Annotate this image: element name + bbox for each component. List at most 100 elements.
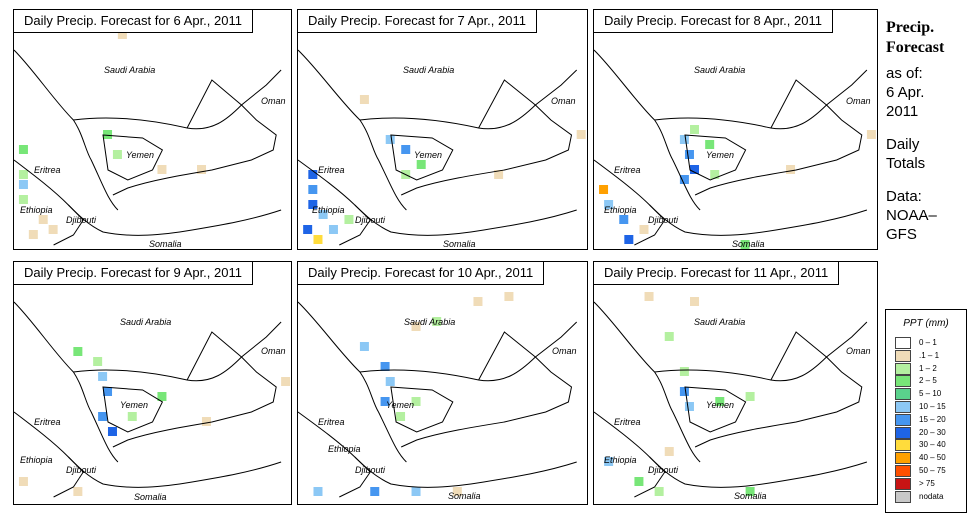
boundary-line <box>684 386 747 433</box>
precip-cell <box>385 135 395 144</box>
precip-cell <box>690 125 700 134</box>
label-saudi-arabia: Saudi Arabia <box>120 317 172 327</box>
precip-cell <box>308 200 318 209</box>
boundary-line <box>359 321 578 382</box>
map-graphic <box>14 30 282 246</box>
legend-swatch <box>895 426 911 439</box>
legend-swatch <box>895 337 911 349</box>
legend-item: > 75 <box>895 477 935 490</box>
map-graphic <box>594 49 876 249</box>
legend-label: 20 – 30 <box>919 427 946 437</box>
label-somalia: Somalia <box>448 491 481 501</box>
precip-cell <box>127 412 137 421</box>
precip-cell <box>664 332 674 341</box>
legend-label: 5 – 10 <box>919 389 942 399</box>
precip-cell <box>313 235 323 244</box>
precip-cell <box>396 412 406 421</box>
precip-cell <box>416 160 426 169</box>
label-djibouti: Djibouti <box>355 215 386 225</box>
forecast-map-panel: Daily Precip. Forecast for 11 Apr., 2011… <box>593 261 878 505</box>
forecast-map-panel: Daily Precip. Forecast for 8 Apr., 2011 … <box>593 9 878 250</box>
precip-cell <box>866 130 876 139</box>
panel-title: Daily Precip. Forecast for 9 Apr., 2011 <box>14 262 253 285</box>
boundary-line <box>339 204 371 246</box>
boundary-line <box>14 159 282 236</box>
precip-cell <box>679 135 689 144</box>
legend-item: 1 – 2 <box>895 362 937 375</box>
legend-swatch <box>895 362 911 375</box>
label-eritrea: Eritrea <box>34 417 61 427</box>
legend-label: 15 – 20 <box>919 414 946 424</box>
legend-swatch <box>895 477 911 490</box>
boundary-line <box>53 456 84 498</box>
legend-swatch <box>895 413 911 426</box>
precip-cell <box>18 145 28 154</box>
label-djibouti: Djibouti <box>66 465 97 475</box>
precip-cell <box>654 487 664 496</box>
boundary-line <box>770 331 827 381</box>
precip-cell <box>473 297 483 306</box>
precip-cell <box>157 392 167 401</box>
boundary-line <box>684 134 747 181</box>
legend-item: 5 – 10 <box>895 388 942 401</box>
label-ethiopia: Ethiopia <box>20 205 53 215</box>
legend-label: 40 – 50 <box>919 453 946 463</box>
label-yemen: Yemen <box>706 400 735 410</box>
precip-cell <box>576 130 586 139</box>
legend-swatch <box>895 452 911 465</box>
precip-cell <box>103 387 113 396</box>
boundary-line <box>14 301 119 463</box>
precip-cell <box>644 292 654 301</box>
label-yemen: Yemen <box>414 150 443 160</box>
boundary-line <box>594 49 701 211</box>
sidebar-date-line1: 6 Apr. <box>886 84 925 101</box>
legend-swatch <box>895 401 911 413</box>
boundary-line <box>400 356 573 448</box>
sidebar-info: Precip. Forecast as of: 6 Apr. 2011 Dail… <box>886 18 966 244</box>
precip-cell <box>452 487 462 496</box>
precip-cell <box>318 210 328 219</box>
sidebar-title-line2: Forecast <box>886 39 945 56</box>
precip-cell <box>18 477 28 486</box>
panel-title: Daily Precip. Forecast for 11 Apr., 2011 <box>594 262 840 285</box>
legend-item: 10 – 15 <box>895 401 946 413</box>
precip-cell <box>380 362 390 371</box>
label-somalia: Somalia <box>134 492 167 502</box>
legend-label: 30 – 40 <box>919 440 946 450</box>
precip-cell <box>599 185 609 194</box>
legend-title: PPT (mm) <box>903 318 949 329</box>
precip-cell <box>705 140 715 149</box>
legend-item: 15 – 20 <box>895 413 946 426</box>
label-oman: Oman <box>261 96 286 106</box>
boundary-line <box>390 386 454 433</box>
sidebar-title-line1: Precip. <box>886 19 935 36</box>
precip-cell <box>303 225 313 234</box>
label-eritrea: Eritrea <box>34 165 61 175</box>
precip-cell <box>684 150 694 159</box>
label-saudi-arabia: Saudi Arabia <box>403 65 455 75</box>
boundary-line <box>694 104 863 196</box>
precip-cell <box>18 180 28 189</box>
boundary-line <box>102 134 164 181</box>
legend-label: .1 – 1 <box>919 350 940 360</box>
precip-cell <box>679 175 689 184</box>
precip-cell <box>432 317 442 326</box>
precip-cell <box>715 397 725 406</box>
precip-cell <box>107 427 117 436</box>
label-yemen: Yemen <box>126 150 155 160</box>
precip-cell <box>619 215 629 224</box>
boundary-line <box>298 411 577 488</box>
precip-cell <box>639 225 649 234</box>
label-oman: Oman <box>552 346 577 356</box>
legend-label: 50 – 75 <box>919 466 946 475</box>
legend-swatch <box>895 349 911 362</box>
legend-label: 10 – 15 <box>919 402 946 411</box>
legend-item: 2 – 5 <box>895 375 937 388</box>
boundary-line <box>186 79 242 129</box>
label-oman: Oman <box>551 96 576 106</box>
legend-item: 40 – 50 <box>895 452 946 465</box>
panel-title: Daily Precip. Forecast for 10 Apr., 2011 <box>298 262 545 285</box>
boundary-line <box>654 69 868 130</box>
boundary-line <box>390 134 454 181</box>
panel-title: Daily Precip. Forecast for 7 Apr., 2011 <box>298 10 537 33</box>
